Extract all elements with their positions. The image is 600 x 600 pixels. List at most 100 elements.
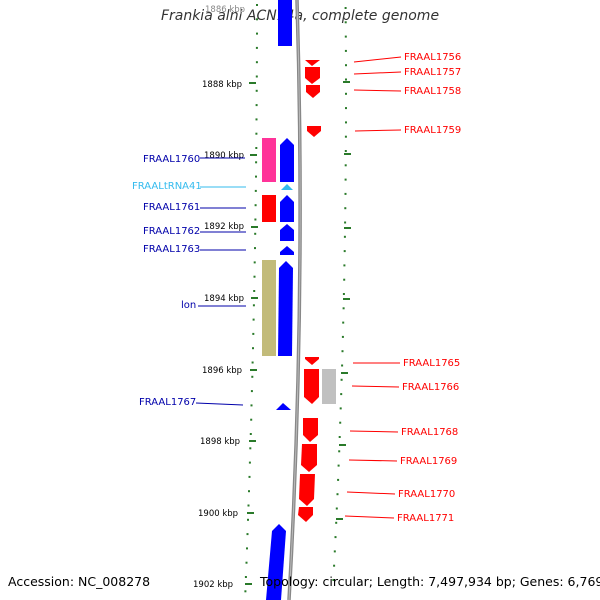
track-dot bbox=[247, 518, 249, 521]
tick-1898 bbox=[249, 440, 256, 442]
track-dot bbox=[254, 232, 257, 235]
gene-feature-red-left[interactable] bbox=[262, 195, 276, 222]
gene-feature-fraal1771[interactable] bbox=[298, 507, 313, 522]
gene-label-fraal1757[interactable]: FRAAL1757 bbox=[404, 67, 461, 78]
gene-label-fraal1768[interactable]: FRAAL1768 bbox=[401, 427, 458, 438]
track-dots bbox=[244, 4, 347, 593]
gene-label-fraal1761[interactable]: FRAAL1761 bbox=[143, 202, 200, 213]
track-dot bbox=[335, 507, 338, 510]
topology-label: Topology: circular; Length: 7,497,934 bp… bbox=[260, 574, 600, 589]
track-dot bbox=[255, 147, 258, 149]
tick-right-1900 bbox=[336, 518, 343, 520]
gene-label-fraal1767[interactable]: FRAAL1767 bbox=[139, 397, 196, 408]
gene-feature-grey[interactable] bbox=[322, 369, 336, 404]
track-dot bbox=[337, 478, 340, 481]
tick-right-1888 bbox=[343, 81, 350, 83]
track-dot bbox=[252, 304, 255, 307]
map-title: Frankia alni ACN14a, complete genome bbox=[160, 8, 440, 24]
track-dot bbox=[344, 192, 347, 195]
leader-lines-right bbox=[344, 56, 402, 519]
gene-feature-fraal1767[interactable] bbox=[276, 403, 291, 410]
gene-label-fraal1765[interactable]: FRAAL1765 bbox=[403, 358, 460, 369]
track-dot bbox=[256, 32, 258, 35]
gene-feature-fraal1758[interactable] bbox=[306, 85, 320, 98]
track-dot bbox=[254, 247, 256, 250]
gene-label-fraal1762[interactable]: FRAAL1762 bbox=[143, 226, 200, 237]
tick-right-1890 bbox=[344, 153, 351, 155]
track-dot bbox=[249, 433, 252, 435]
track-dot bbox=[342, 293, 345, 295]
gene-feature-khaki[interactable] bbox=[262, 260, 276, 356]
gene-label-fraal1756[interactable]: FRAAL1756 bbox=[404, 52, 461, 63]
gene-label-lon[interactable]: lon bbox=[181, 300, 196, 311]
track-dot bbox=[245, 561, 248, 564]
track-dot bbox=[343, 278, 346, 281]
gene-label-fraal1760[interactable]: FRAAL1760 bbox=[143, 154, 200, 165]
track-dot bbox=[250, 404, 253, 407]
gene-feature-fraal1761[interactable] bbox=[280, 195, 294, 222]
gene-feature-fraal1765[interactable] bbox=[305, 357, 319, 365]
track-dot bbox=[250, 418, 253, 421]
track-dot bbox=[343, 235, 346, 238]
tick-1896 bbox=[250, 369, 257, 371]
scale-ticks bbox=[245, 81, 351, 585]
track-dot bbox=[339, 421, 342, 424]
gene-feature-top-blue[interactable] bbox=[278, 0, 292, 46]
track-dot bbox=[344, 49, 347, 52]
genome-backbone-highlight bbox=[288, 0, 301, 600]
gene-feature-fraal1762[interactable] bbox=[280, 224, 294, 241]
gene-label-fraal1770[interactable]: FRAAL1770 bbox=[398, 489, 455, 500]
tick-1890 bbox=[250, 154, 257, 156]
scale-label-1890: 1890 kbp bbox=[204, 151, 244, 161]
track-dot bbox=[252, 332, 255, 335]
gene-feature-fraal1756[interactable] bbox=[305, 60, 320, 66]
track-dot bbox=[246, 533, 249, 536]
gene-label-fraal1766[interactable]: FRAAL1766 bbox=[402, 382, 459, 393]
track-dot bbox=[256, 18, 258, 21]
track-dot bbox=[252, 318, 255, 321]
gene-feature-bottom-blue[interactable] bbox=[266, 524, 286, 600]
track-dot bbox=[344, 207, 347, 210]
gene-feature-fraal1760[interactable] bbox=[280, 138, 294, 182]
gene-label-fraal1769[interactable]: FRAAL1769 bbox=[400, 456, 457, 467]
gene-feature-fraal1757[interactable] bbox=[305, 67, 320, 84]
tick-1894 bbox=[251, 297, 258, 299]
tick-right-1892 bbox=[344, 227, 351, 229]
scale-label-1894: 1894 kbp bbox=[204, 294, 244, 304]
gene-feature-lon[interactable] bbox=[278, 261, 293, 356]
gene-feature-fraal1768[interactable] bbox=[303, 418, 318, 442]
gene-feature-fraal1759[interactable] bbox=[307, 126, 321, 137]
gene-label-fraal1763[interactable]: FRAAL1763 bbox=[143, 244, 200, 255]
track-dot bbox=[333, 550, 336, 553]
track-dot bbox=[334, 536, 337, 539]
track-dot bbox=[344, 7, 347, 9]
gene-label-fraaltrna41[interactable]: FRAALtRNA41 bbox=[132, 181, 202, 192]
track-dot bbox=[342, 321, 345, 324]
track-dot bbox=[344, 150, 347, 152]
gene-feature-fraal1769[interactable] bbox=[301, 444, 317, 472]
scale-label-1900: 1900 kbp bbox=[198, 509, 238, 519]
track-dot bbox=[250, 390, 253, 393]
gene-feature-fraal1770[interactable] bbox=[299, 474, 315, 506]
gene-label-fraal1771[interactable]: FRAAL1771 bbox=[397, 513, 454, 524]
tick-1902 bbox=[245, 583, 252, 585]
tick-right-1896 bbox=[341, 372, 348, 374]
gene-feature-pink[interactable] bbox=[262, 138, 276, 182]
track-dot bbox=[338, 450, 341, 453]
track-dot bbox=[340, 393, 343, 396]
outer-left-genes bbox=[262, 138, 276, 356]
leader-lines-left bbox=[195, 157, 246, 406]
track-dot bbox=[343, 264, 346, 267]
track-dot bbox=[255, 104, 258, 107]
reverse-strand-genes bbox=[298, 60, 321, 522]
gene-label-fraal1759[interactable]: FRAAL1759 bbox=[404, 125, 461, 136]
gene-label-fraal1758[interactable]: FRAAL1758 bbox=[404, 86, 461, 97]
track-dot bbox=[342, 307, 345, 310]
track-dot bbox=[336, 493, 339, 496]
gene-feature-fraal1766[interactable] bbox=[304, 369, 319, 404]
track-dot bbox=[255, 75, 258, 78]
gene-feature-fraaltrna41[interactable] bbox=[281, 184, 293, 190]
gene-feature-fraal1763[interactable] bbox=[280, 246, 294, 255]
tick-1900 bbox=[247, 512, 254, 514]
